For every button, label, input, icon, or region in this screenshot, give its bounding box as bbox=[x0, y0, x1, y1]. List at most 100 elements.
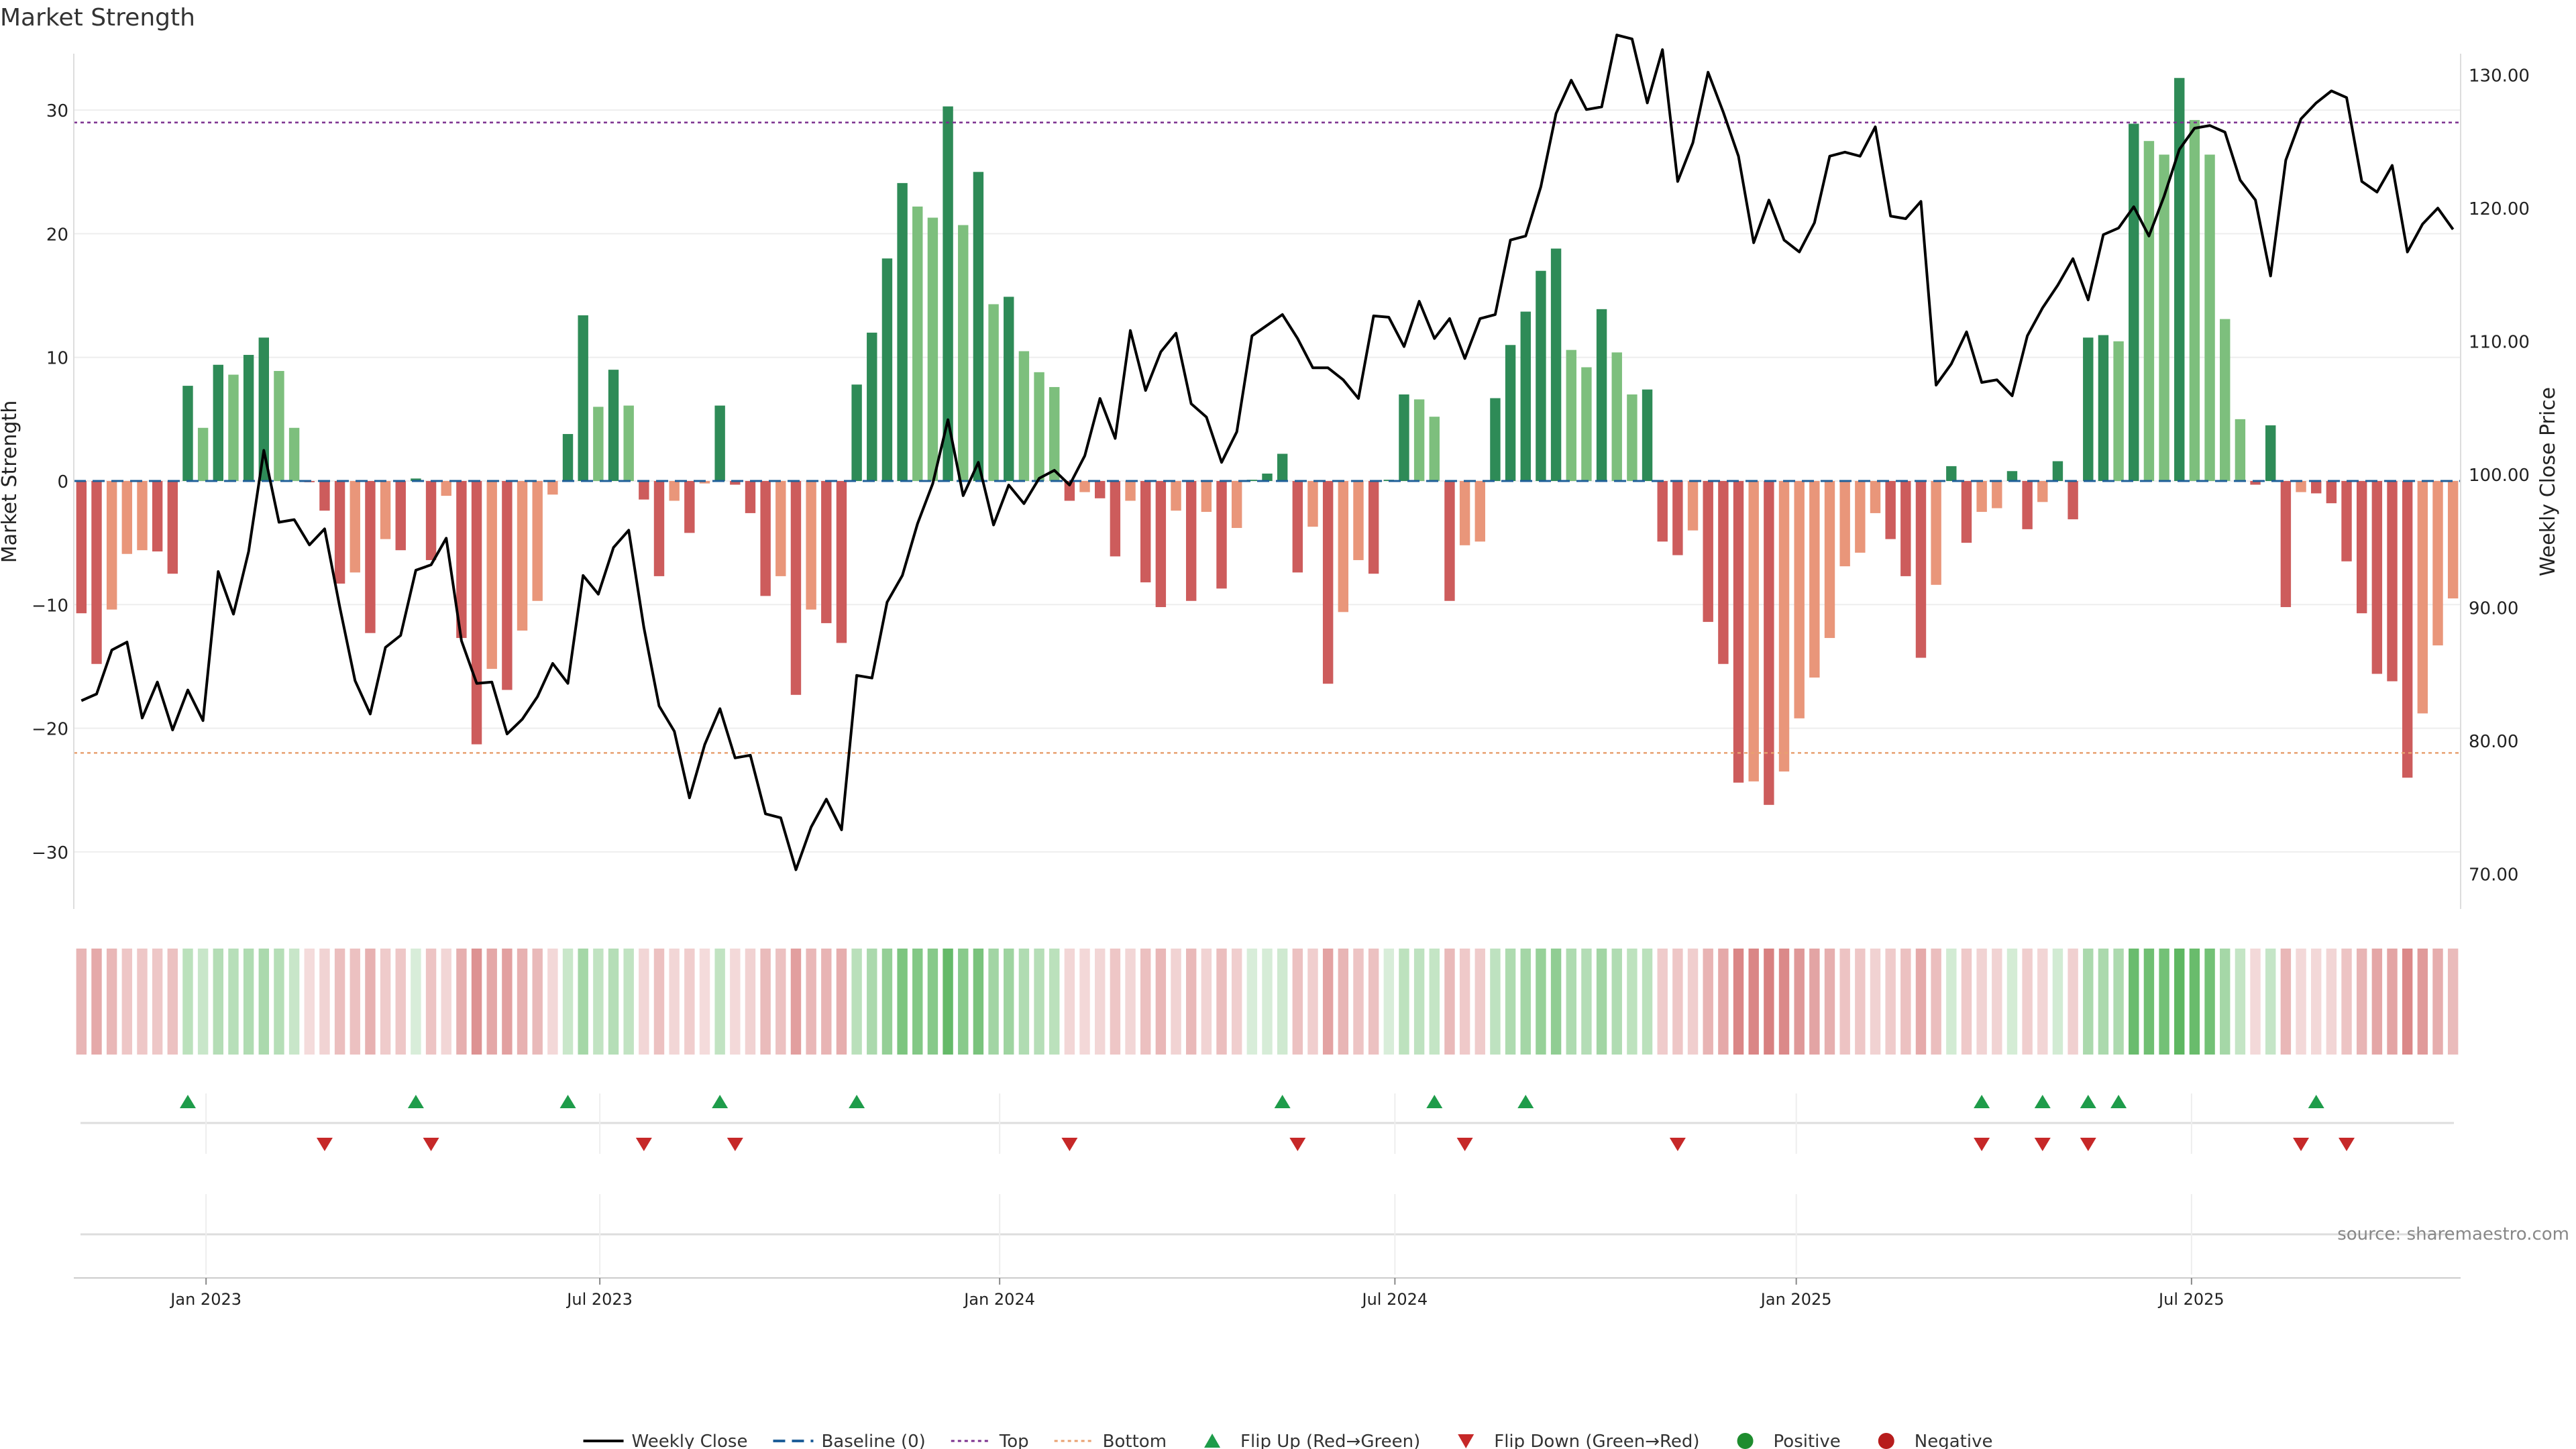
legend: Weekly Close Baseline (0) Top Bottom Flip Up… bbox=[583, 1432, 1992, 1449]
heat-cell bbox=[243, 949, 254, 1055]
strength-bar bbox=[1915, 481, 1927, 658]
heat-cell bbox=[1307, 949, 1318, 1055]
strength-bar bbox=[1231, 481, 1242, 529]
flip-down-marker bbox=[1456, 1138, 1473, 1151]
flip-up-marker bbox=[2080, 1095, 2096, 1108]
y-tick-left: 20 bbox=[46, 225, 68, 245]
chart-title: Market Strength bbox=[0, 4, 195, 32]
strength-bar bbox=[973, 172, 984, 481]
heat-cell bbox=[2037, 949, 2048, 1055]
heat-cell bbox=[319, 949, 330, 1055]
heat-cell bbox=[1034, 949, 1044, 1055]
y-tick-left: 10 bbox=[46, 349, 68, 369]
legend-label: Flip Up (Red→Green) bbox=[1240, 1432, 1420, 1449]
heat-cell bbox=[334, 949, 345, 1055]
heat-cell bbox=[1976, 949, 1987, 1055]
flip-down-marker bbox=[316, 1138, 333, 1151]
strength-bar bbox=[912, 206, 923, 481]
heat-cell bbox=[1611, 949, 1622, 1055]
heat-cell bbox=[1687, 949, 1699, 1055]
heat-cell bbox=[1778, 949, 1790, 1055]
heat-cell bbox=[2387, 949, 2398, 1055]
strength-bar bbox=[2083, 337, 2094, 481]
strength-bar bbox=[2220, 319, 2231, 481]
strength-bar bbox=[365, 481, 376, 633]
strength-bar bbox=[988, 304, 999, 481]
strength-bar bbox=[1155, 481, 1167, 607]
x-tick-label: Jan 2025 bbox=[1760, 1290, 1832, 1309]
strength-bar bbox=[1809, 481, 1820, 678]
strength-bar bbox=[2022, 481, 2033, 529]
heat-cell bbox=[1155, 949, 1167, 1055]
legend-label: Flip Down (Green→Red) bbox=[1494, 1432, 1699, 1449]
heat-cell bbox=[1444, 949, 1455, 1055]
heat-cell bbox=[1870, 949, 1881, 1055]
strength-bar bbox=[1550, 248, 1562, 481]
flip-up-marker bbox=[179, 1095, 196, 1108]
strength-bar bbox=[182, 386, 193, 481]
heat-cell bbox=[1824, 949, 1835, 1055]
strength-bar bbox=[1794, 481, 1805, 718]
strength-bar bbox=[152, 481, 163, 552]
strength-bar bbox=[76, 481, 87, 614]
heat-cell bbox=[1657, 949, 1668, 1055]
strength-bar bbox=[213, 364, 223, 481]
heat-cell bbox=[578, 949, 588, 1055]
strength-bar bbox=[441, 481, 451, 496]
heat-cell bbox=[821, 949, 832, 1055]
strength-bar bbox=[1216, 481, 1227, 589]
strength-bar bbox=[1095, 481, 1106, 498]
strength-bar bbox=[1444, 481, 1455, 601]
strength-bar bbox=[2356, 481, 2367, 614]
strength-bar bbox=[517, 481, 528, 631]
x-tick-label: Jul 2024 bbox=[1361, 1290, 1428, 1309]
heat-cell bbox=[1642, 949, 1653, 1055]
heat-cell bbox=[2068, 949, 2078, 1055]
axes: 30 20 10 0 −10 −20 −30 130.00 120.00 110.00 100.00… bbox=[32, 54, 2530, 1309]
heat-cell bbox=[2113, 949, 2124, 1055]
flip-down-marker bbox=[2080, 1138, 2096, 1151]
heat-cell bbox=[350, 949, 360, 1055]
heat-cell bbox=[2098, 949, 2109, 1055]
strength-bar bbox=[699, 481, 710, 484]
strength-bar bbox=[562, 433, 574, 481]
strength-bar bbox=[1855, 481, 1866, 553]
heat-cell bbox=[2371, 949, 2383, 1055]
strength-bar bbox=[1018, 351, 1030, 481]
heat-cell bbox=[760, 949, 771, 1055]
strength-bar bbox=[2189, 119, 2200, 481]
strength-bar bbox=[1642, 389, 1653, 481]
strength-bar bbox=[714, 405, 725, 481]
strength-bar bbox=[1459, 481, 1470, 545]
heat-cell bbox=[1338, 949, 1349, 1055]
heat-cell bbox=[2129, 949, 2139, 1055]
heat-cell bbox=[1413, 949, 1425, 1055]
legend-item: Negative bbox=[1878, 1432, 1992, 1449]
heat-cell bbox=[851, 949, 862, 1055]
heat-cell bbox=[2417, 949, 2428, 1055]
flip-down-marker bbox=[1669, 1138, 1686, 1151]
heat-cell bbox=[623, 949, 634, 1055]
legend-tri-up-swatch bbox=[1204, 1434, 1221, 1448]
strength-bar bbox=[137, 481, 148, 551]
strength-bar bbox=[2265, 425, 2276, 481]
strength-bar bbox=[639, 481, 649, 500]
heat-cell bbox=[912, 949, 923, 1055]
strength-bar bbox=[1353, 481, 1364, 560]
heat-cell bbox=[2265, 949, 2276, 1055]
heat-cell bbox=[669, 949, 680, 1055]
strength-bar bbox=[1900, 481, 1911, 576]
flip-up-marker bbox=[407, 1095, 424, 1108]
heat-cell bbox=[502, 949, 513, 1055]
heat-cell bbox=[1490, 949, 1501, 1055]
strength-bar bbox=[881, 258, 893, 481]
legend-tri-down-swatch bbox=[1458, 1434, 1474, 1448]
strength-bar bbox=[1004, 297, 1014, 481]
strength-bar bbox=[1566, 350, 1576, 481]
strength-bar bbox=[1536, 270, 1546, 481]
strength-bar bbox=[1338, 481, 1349, 612]
flip-up-marker bbox=[559, 1095, 576, 1108]
flip-markers bbox=[80, 1093, 2454, 1275]
legend-item: Flip Down (Green→Red) bbox=[1458, 1432, 1700, 1449]
strength-bar bbox=[1764, 481, 1774, 805]
